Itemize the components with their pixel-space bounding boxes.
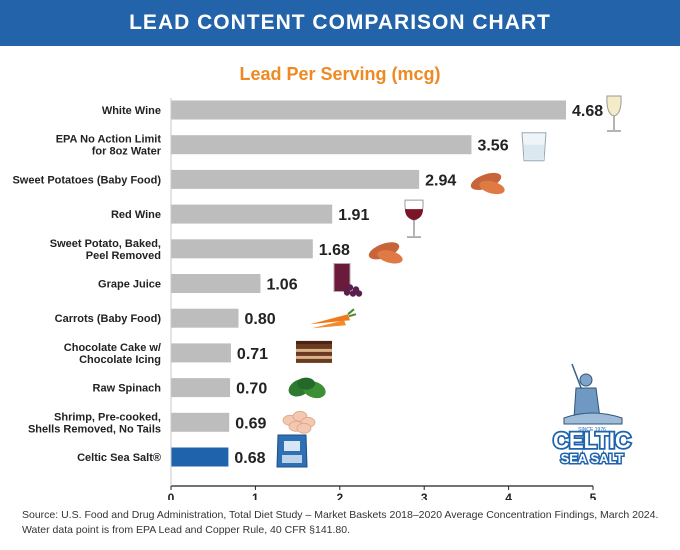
bar xyxy=(171,239,313,259)
bar-value-label: 1.06 xyxy=(266,277,297,294)
bar xyxy=(171,343,231,363)
x-tick-label: 1 xyxy=(252,491,259,500)
water-glass-icon xyxy=(521,132,547,162)
bar-value-label: 0.80 xyxy=(245,311,276,328)
bar xyxy=(171,378,231,398)
logo-line1: CELTIC xyxy=(553,428,631,453)
category-label: Raw Spinach xyxy=(93,383,162,395)
bar xyxy=(171,135,472,155)
x-tick-label: 0 xyxy=(168,491,175,500)
bar-value-label: 0.71 xyxy=(237,346,268,363)
x-tick-label: 4 xyxy=(505,491,512,500)
bar-value-label: 0.69 xyxy=(235,415,266,432)
celtic-sea-salt-bag-icon xyxy=(276,434,308,468)
spinach-icon xyxy=(288,377,326,399)
logo-since: SINCE 1976 xyxy=(578,427,606,433)
bar-value-label: 1.91 xyxy=(338,207,369,224)
bar xyxy=(171,308,239,328)
category-label: Sweet Potato, Baked, Peel Removed xyxy=(50,238,161,262)
source-note: Source: U.S. Food and Drug Administratio… xyxy=(22,509,659,536)
bar-value-label: 0.70 xyxy=(236,381,267,398)
carrot-icon xyxy=(310,308,357,329)
shrimp-icon xyxy=(282,410,316,434)
header-title: LEAD CONTENT COMPARISON CHART xyxy=(129,11,551,34)
x-axis: 0 1 2 3 4 5 xyxy=(168,98,597,500)
category-label: Shrimp, Pre-cooked, Shells Removed, No Ta… xyxy=(28,411,161,435)
bar xyxy=(171,169,420,189)
chocolate-cake-icon xyxy=(296,340,332,363)
category-label: White Wine xyxy=(102,105,161,117)
sweet-potato-icon xyxy=(470,172,505,195)
bar-value-label: 2.94 xyxy=(425,172,456,189)
x-tick-label: 2 xyxy=(336,491,343,500)
bar-chart: 4.68 White Wine 3.56 EPA No Action Limit for… xyxy=(12,95,622,500)
category-label: Sweet Potatoes (Baby Food) xyxy=(12,174,161,186)
grape-juice-icon xyxy=(333,263,363,297)
bar xyxy=(171,204,333,224)
celtic-sea-salt-logo: SINCE 1976 CELTIC SEA SALT xyxy=(551,363,633,468)
bar-value-label: 3.56 xyxy=(477,138,508,155)
bar-value-label: 0.68 xyxy=(234,450,265,467)
bars-group: 4.68 White Wine 3.56 EPA No Action Limit for… xyxy=(12,100,603,467)
red-wine-glass-icon xyxy=(404,199,424,238)
category-label: Chocolate Cake w/Chocolate Icing xyxy=(64,342,161,366)
bar xyxy=(171,447,229,467)
chart-title: Lead Per Serving (mcg) xyxy=(239,64,441,84)
header-banner: LEAD CONTENT COMPARISON CHART xyxy=(0,0,680,46)
x-tick-label: 3 xyxy=(421,491,428,500)
category-label: Carrots (Baby Food) xyxy=(55,313,162,325)
category-label: Red Wine xyxy=(111,209,161,221)
bar xyxy=(171,100,566,120)
logo-line2: SEA SALT xyxy=(561,451,624,466)
bar-value-label: 4.68 xyxy=(572,103,603,120)
x-tick-label: 5 xyxy=(590,491,597,500)
baked-sweet-potato-icon xyxy=(368,242,403,264)
bar-value-label: 1.68 xyxy=(319,242,350,259)
icons-group xyxy=(276,95,622,468)
category-label: Celtic Sea Salt® xyxy=(77,452,161,464)
category-label: Grape Juice xyxy=(98,279,161,291)
bar xyxy=(171,412,230,432)
category-label: EPA No Action Limit for 8oz Water xyxy=(56,134,162,158)
white-wine-glass-icon xyxy=(606,95,622,132)
bar xyxy=(171,274,261,293)
